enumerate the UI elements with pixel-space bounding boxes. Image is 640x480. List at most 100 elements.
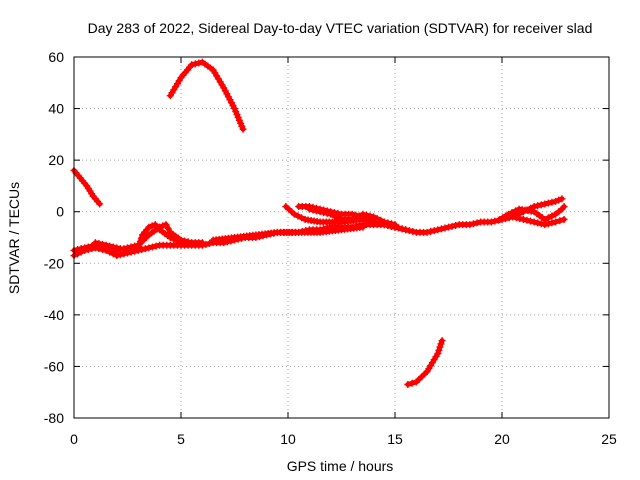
data-point: [173, 237, 181, 245]
data-point: [441, 224, 449, 232]
data-point: [452, 221, 460, 229]
data-point: [148, 222, 156, 230]
data-point: [195, 59, 203, 67]
data-point: [437, 225, 445, 233]
data-point: [362, 211, 370, 219]
axis-ticks: [73, 56, 610, 419]
y-tick-label: 0: [56, 204, 64, 220]
data-point: [555, 196, 563, 204]
data-point: [434, 350, 442, 358]
data-point: [348, 215, 356, 223]
data-point: [473, 219, 481, 227]
data-point: [537, 220, 545, 228]
series-arc-7: [209, 223, 367, 244]
data-point: [548, 219, 556, 227]
y-tick-label: 20: [48, 152, 64, 168]
data-point: [402, 226, 410, 234]
data-point: [131, 245, 139, 253]
data-point: [530, 218, 538, 226]
data-series: [70, 58, 568, 388]
data-point: [170, 235, 178, 243]
data-point: [162, 221, 170, 229]
data-point: [102, 241, 110, 249]
data-point: [544, 220, 552, 228]
data-point: [519, 215, 527, 223]
data-point: [409, 227, 417, 235]
data-point: [191, 60, 199, 68]
chart-title: Day 283 of 2022, Sidereal Day-to-day VTE…: [88, 20, 593, 36]
data-point: [206, 240, 214, 248]
data-point: [84, 243, 92, 251]
data-point: [387, 220, 395, 228]
data-point: [556, 217, 564, 225]
data-point: [448, 222, 456, 230]
data-point: [145, 223, 153, 231]
data-point: [77, 245, 85, 253]
x-tick-label: 15: [387, 431, 403, 447]
data-point: [504, 210, 512, 218]
data-point: [309, 206, 317, 214]
data-point: [323, 209, 331, 217]
data-point: [313, 207, 321, 215]
data-point: [512, 207, 520, 215]
data-point: [327, 210, 335, 218]
data-point: [544, 199, 552, 207]
data-point: [74, 246, 82, 254]
data-point: [548, 212, 556, 220]
data-point: [487, 218, 495, 226]
data-point: [141, 245, 149, 253]
data-point: [437, 340, 445, 348]
x-tick-label: 0: [70, 431, 78, 447]
y-tick-label: 60: [48, 49, 64, 65]
data-point: [541, 221, 549, 229]
data-point: [148, 243, 156, 251]
data-point: [398, 225, 406, 233]
data-point: [541, 200, 549, 208]
x-tick-labels: 0 5 10 15 20 25: [70, 431, 617, 447]
y-tick-label: -80: [44, 410, 64, 426]
data-point: [127, 246, 135, 254]
data-point: [560, 215, 568, 223]
data-point: [134, 244, 142, 252]
series-arc-8: [496, 203, 568, 223]
data-point: [552, 218, 559, 226]
data-point: [469, 220, 477, 228]
data-point: [137, 234, 145, 242]
data-point: [512, 214, 520, 222]
x-axis-title: GPS time / hours: [287, 458, 394, 474]
data-point: [438, 337, 446, 345]
data-point: [166, 234, 174, 241]
y-tick-label: -20: [44, 255, 64, 271]
data-point: [184, 238, 192, 246]
data-point: [106, 242, 114, 250]
data-point: [509, 213, 517, 221]
data-point: [558, 195, 566, 203]
data-point: [99, 240, 107, 248]
y-axis-title: SDTVAR / TECUs: [6, 182, 22, 294]
data-point: [290, 210, 298, 218]
series-arc-6: [305, 205, 399, 229]
data-point: [466, 221, 474, 229]
data-point: [436, 343, 444, 351]
data-point: [373, 215, 381, 223]
data-point: [316, 208, 324, 216]
data-point: [516, 215, 524, 223]
y-tick-labels: -80 -60 -40 -20 0 20 40 60: [44, 49, 64, 426]
grid-lines: [74, 57, 609, 418]
data-point: [377, 216, 385, 224]
data-point: [380, 218, 388, 226]
data-point: [294, 212, 302, 220]
data-point: [109, 243, 117, 251]
y-tick-label: 40: [48, 101, 64, 117]
data-point: [239, 125, 247, 133]
data-point: [120, 246, 128, 254]
data-point: [136, 237, 144, 245]
data-point: [534, 202, 542, 210]
data-point: [116, 245, 124, 253]
data-point: [95, 240, 103, 248]
data-point: [408, 379, 416, 387]
y-tick-label: -60: [44, 358, 64, 374]
data-point: [435, 346, 443, 354]
data-point: [548, 198, 556, 206]
